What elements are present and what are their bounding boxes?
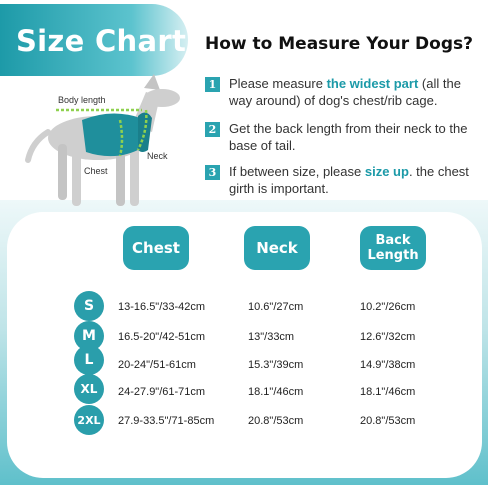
- step-number: 2: [205, 122, 220, 137]
- size-badge-xl: XL: [74, 374, 104, 404]
- title-banner: Size Chart: [0, 4, 188, 76]
- page-title: Size Chart: [16, 24, 187, 58]
- column-header-back-length: Back Length: [360, 226, 426, 270]
- dog-illustration: [25, 74, 180, 206]
- cell-xl-back: 18.1"/46cm: [360, 386, 416, 398]
- step-number: 3: [205, 165, 220, 180]
- step-text-start: Please measure: [229, 76, 327, 91]
- size-badge-l: L: [74, 345, 104, 375]
- cell-m-back: 12.6"/32cm: [360, 331, 416, 343]
- cell-2xl-neck: 20.8"/53cm: [248, 415, 304, 427]
- measure-heading: How to Measure Your Dogs?: [205, 34, 473, 54]
- step-1: 1 Please measure the widest part (all th…: [205, 75, 485, 109]
- cell-l-chest: 20-24"/51-61cm: [118, 359, 196, 371]
- step-2: 2 Get the back length from their neck to…: [205, 120, 485, 154]
- cell-s-back: 10.2"/26cm: [360, 301, 416, 313]
- cell-m-chest: 16.5-20"/42-51cm: [118, 331, 206, 343]
- column-header-chest: Chest: [123, 226, 189, 270]
- cell-s-chest: 13-16.5"/33-42cm: [118, 301, 206, 313]
- cell-xl-neck: 18.1"/46cm: [248, 386, 304, 398]
- step-3: 3 If between size, please size up. the c…: [205, 163, 485, 197]
- cell-l-neck: 15.3"/39cm: [248, 359, 304, 371]
- cell-l-back: 14.9"/38cm: [360, 359, 416, 371]
- cell-m-neck: 13"/33cm: [248, 331, 295, 343]
- label-neck: Neck: [147, 151, 168, 161]
- cell-2xl-back: 20.8"/53cm: [360, 415, 416, 427]
- step-highlight: size up: [364, 164, 409, 179]
- step-text: If between size, please size up. the che…: [229, 163, 485, 197]
- step-highlight: the widest part: [326, 76, 419, 91]
- cell-2xl-chest: 27.9-33.5"/71-85cm: [118, 415, 215, 427]
- step-text: Please measure the widest part (all the …: [229, 75, 485, 109]
- step-text: Get the back length from their neck to t…: [229, 121, 468, 153]
- cell-xl-chest: 24-27.9"/61-71cm: [118, 386, 206, 398]
- size-badge-2xl: 2XL: [74, 405, 104, 435]
- size-badge-s: S: [74, 291, 104, 321]
- step-number: 1: [205, 77, 220, 92]
- step-text-end: (all the way around) of dog's chest/rib …: [229, 76, 461, 108]
- step-text-end: . the chest girth is important.: [229, 164, 469, 196]
- column-header-neck: Neck: [244, 226, 310, 270]
- label-body-length: Body length: [58, 95, 106, 105]
- step-text-start: If between size, please: [229, 164, 365, 179]
- cell-s-neck: 10.6"/27cm: [248, 301, 304, 313]
- label-chest: Chest: [84, 166, 108, 176]
